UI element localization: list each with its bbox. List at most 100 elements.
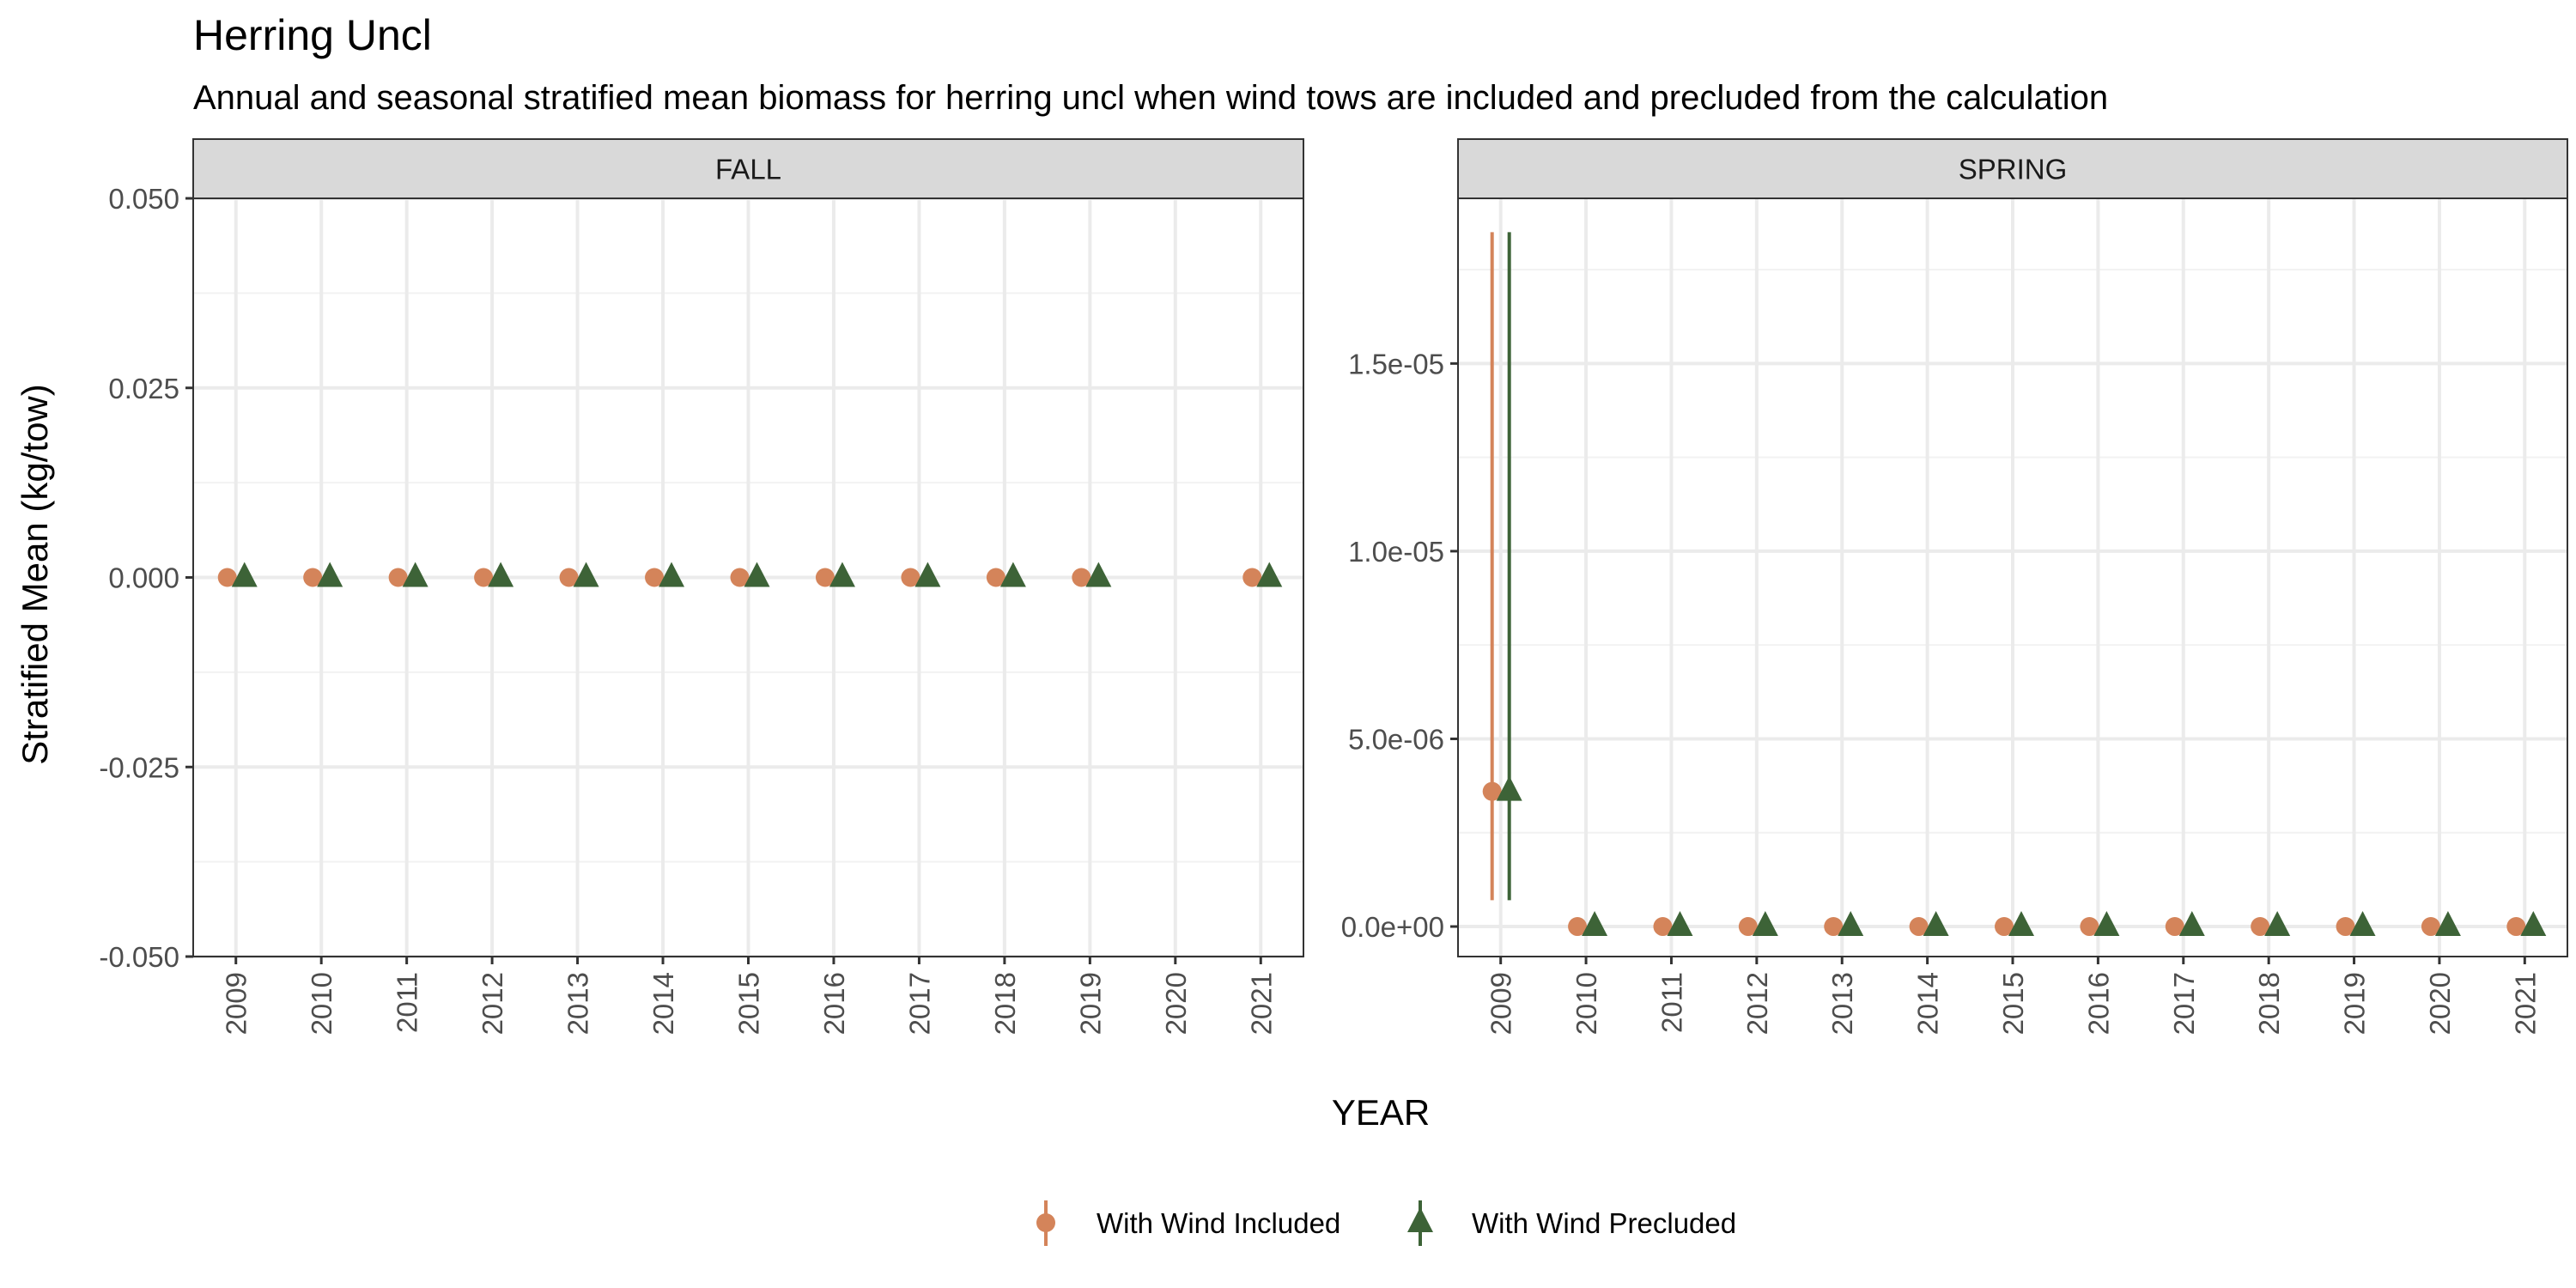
y-tick-label: -0.050	[99, 941, 179, 973]
data-point	[1496, 775, 1522, 801]
data-point	[1482, 781, 1502, 801]
data-point	[914, 562, 941, 587]
data-point	[659, 562, 685, 587]
strip-label: SPRING	[1959, 154, 2068, 185]
chart-title: Herring Uncl	[193, 11, 432, 59]
data-point	[1568, 917, 1588, 937]
x-tick-label: 2020	[2424, 972, 2456, 1035]
data-point	[2008, 911, 2034, 937]
series-with-wind-precluded	[231, 562, 1283, 587]
y-tick-label: -0.025	[99, 751, 179, 783]
panel-spring: 0.0e+00 5.0e-06 1.0e-05 1.5e-05 2009 2010 2011…	[1341, 138, 2568, 1035]
x-tick-label: 2015	[733, 972, 765, 1035]
data-point	[2165, 917, 2184, 937]
data-point	[1256, 562, 1283, 587]
legend-label: With Wind Precluded	[1472, 1207, 1736, 1239]
legend-item-with-wind-included: With Wind Included	[1036, 1200, 1340, 1246]
x-tick-label: 2015	[1997, 972, 2029, 1035]
data-point	[488, 562, 514, 587]
data-point	[402, 562, 428, 587]
x-tick-label: 2010	[1571, 972, 1602, 1035]
x-tick-label: 2013	[1826, 972, 1858, 1035]
data-point	[2434, 911, 2461, 937]
data-point	[231, 562, 258, 587]
data-point	[999, 562, 1026, 587]
data-point	[1582, 911, 1608, 937]
y-tick-label: 1.5e-05	[1348, 348, 1444, 380]
data-point	[744, 562, 770, 587]
x-tick-label: 2016	[2082, 972, 2114, 1035]
strip-background	[1457, 138, 2568, 199]
data-point	[317, 562, 343, 587]
legend-marker	[1036, 1213, 1055, 1232]
data-point	[2506, 917, 2526, 937]
legend: With Wind Included With Wind Precluded	[1036, 1200, 1736, 1246]
series-with-wind-precluded	[1496, 232, 2547, 937]
x-tick-label: 2018	[2253, 972, 2285, 1035]
x-tick-label: 2009	[1485, 972, 1517, 1035]
y-tick-label: 5.0e-06	[1348, 723, 1444, 755]
legend-item-with-wind-precluded: With Wind Precluded	[1407, 1200, 1736, 1246]
x-tick-label: 2010	[306, 972, 337, 1035]
panel-fall: -0.050 -0.025 0.000 0.025 0.050 2009 2010 2011 2…	[99, 138, 1304, 1035]
x-tick-label: 2017	[903, 972, 935, 1035]
data-point	[1923, 911, 1949, 937]
data-point	[573, 562, 599, 587]
x-tick-label: 2014	[1912, 972, 1944, 1035]
data-point	[901, 568, 920, 587]
data-point	[1909, 917, 1929, 937]
data-point	[1995, 917, 2014, 937]
y-tick-label: 0.000	[108, 562, 179, 594]
x-tick-label: 2018	[989, 972, 1021, 1035]
data-point	[2080, 917, 2099, 937]
x-axis-title: YEAR	[1332, 1092, 1430, 1133]
x-tick-label: 2013	[562, 972, 594, 1035]
data-point	[1838, 911, 1864, 937]
x-tick-label: 2009	[221, 972, 252, 1035]
data-point	[2178, 911, 2205, 937]
data-point	[2093, 911, 2120, 937]
y-axis-title: Stratified Mean (kg/tow)	[15, 384, 55, 765]
data-point	[388, 568, 408, 587]
series-with-wind-included	[1482, 232, 2526, 937]
data-point	[829, 562, 855, 587]
x-tick-label: 2020	[1160, 972, 1192, 1035]
x-tick-label: 2014	[647, 972, 679, 1035]
data-point	[1653, 917, 1673, 937]
data-point	[1072, 568, 1091, 587]
x-tick-label: 2012	[1741, 972, 1773, 1035]
data-point	[1738, 917, 1758, 937]
y-tick-label: 0.050	[108, 183, 179, 215]
data-point	[303, 568, 323, 587]
series-with-wind-included	[217, 568, 1262, 587]
x-tick-label: 2021	[2509, 972, 2541, 1035]
x-tick-label: 2011	[392, 972, 423, 1033]
data-point	[1242, 568, 1262, 587]
data-point	[1667, 911, 1693, 937]
y-tick-label: 0.0e+00	[1341, 911, 1444, 943]
data-point	[217, 568, 237, 587]
legend-marker	[1407, 1207, 1433, 1232]
data-point	[645, 568, 665, 587]
x-tick-label: 2011	[1656, 972, 1687, 1033]
chart-subtitle: Annual and seasonal stratified mean biom…	[193, 79, 2108, 117]
strip-background	[192, 138, 1304, 199]
x-tick-label: 2012	[477, 972, 508, 1035]
x-tick-label: 2021	[1245, 972, 1277, 1035]
x-tick-label: 2019	[1074, 972, 1106, 1035]
y-tick-label: 1.0e-05	[1348, 536, 1444, 568]
data-point	[2336, 917, 2355, 937]
legend-label: With Wind Included	[1097, 1207, 1340, 1239]
data-point	[730, 568, 750, 587]
data-point	[2264, 911, 2291, 937]
strip-label: FALL	[715, 154, 781, 185]
x-tick-label: 2017	[2168, 972, 2200, 1035]
data-point	[986, 568, 1005, 587]
data-point	[2349, 911, 2376, 937]
x-tick-label: 2019	[2339, 972, 2371, 1035]
data-point	[1085, 562, 1112, 587]
data-point	[2520, 911, 2547, 937]
data-point	[559, 568, 579, 587]
data-point	[1752, 911, 1778, 937]
